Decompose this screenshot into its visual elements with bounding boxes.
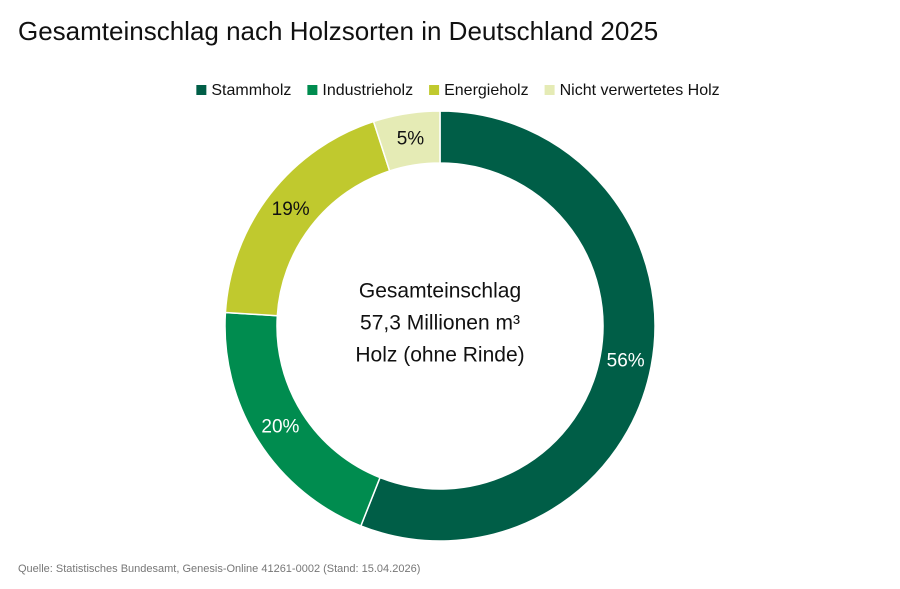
legend-label: Energieholz <box>444 82 529 99</box>
legend-label: Nicht verwertetes Holz <box>560 82 720 99</box>
data-label: 20% <box>261 416 299 437</box>
source-note: Quelle: Statistisches Bundesamt, Genesis… <box>18 563 420 575</box>
data-label: 19% <box>272 199 310 220</box>
center-text: Gesamteinschlag <box>359 280 521 303</box>
legend-swatch <box>429 85 440 95</box>
donut-segment <box>372 110 441 172</box>
legend: Stammholz Industrieholz Energieholz Nicht v… <box>196 82 720 99</box>
donut-segment <box>359 110 656 542</box>
center-text: 57,3 Millionen m³ <box>360 312 520 335</box>
legend-swatch <box>307 85 318 95</box>
data-label: 56% <box>607 350 645 371</box>
legend-label: Industrieholz <box>322 82 413 99</box>
legend-swatch <box>196 85 207 95</box>
chart-title: Gesamteinschlag nach Holzsorten in Deuts… <box>18 16 658 46</box>
center-text: Holz (ohne Rinde) <box>355 344 524 367</box>
data-label: 5% <box>397 128 425 149</box>
legend-label: Stammholz <box>211 82 291 99</box>
legend-swatch <box>544 85 555 95</box>
